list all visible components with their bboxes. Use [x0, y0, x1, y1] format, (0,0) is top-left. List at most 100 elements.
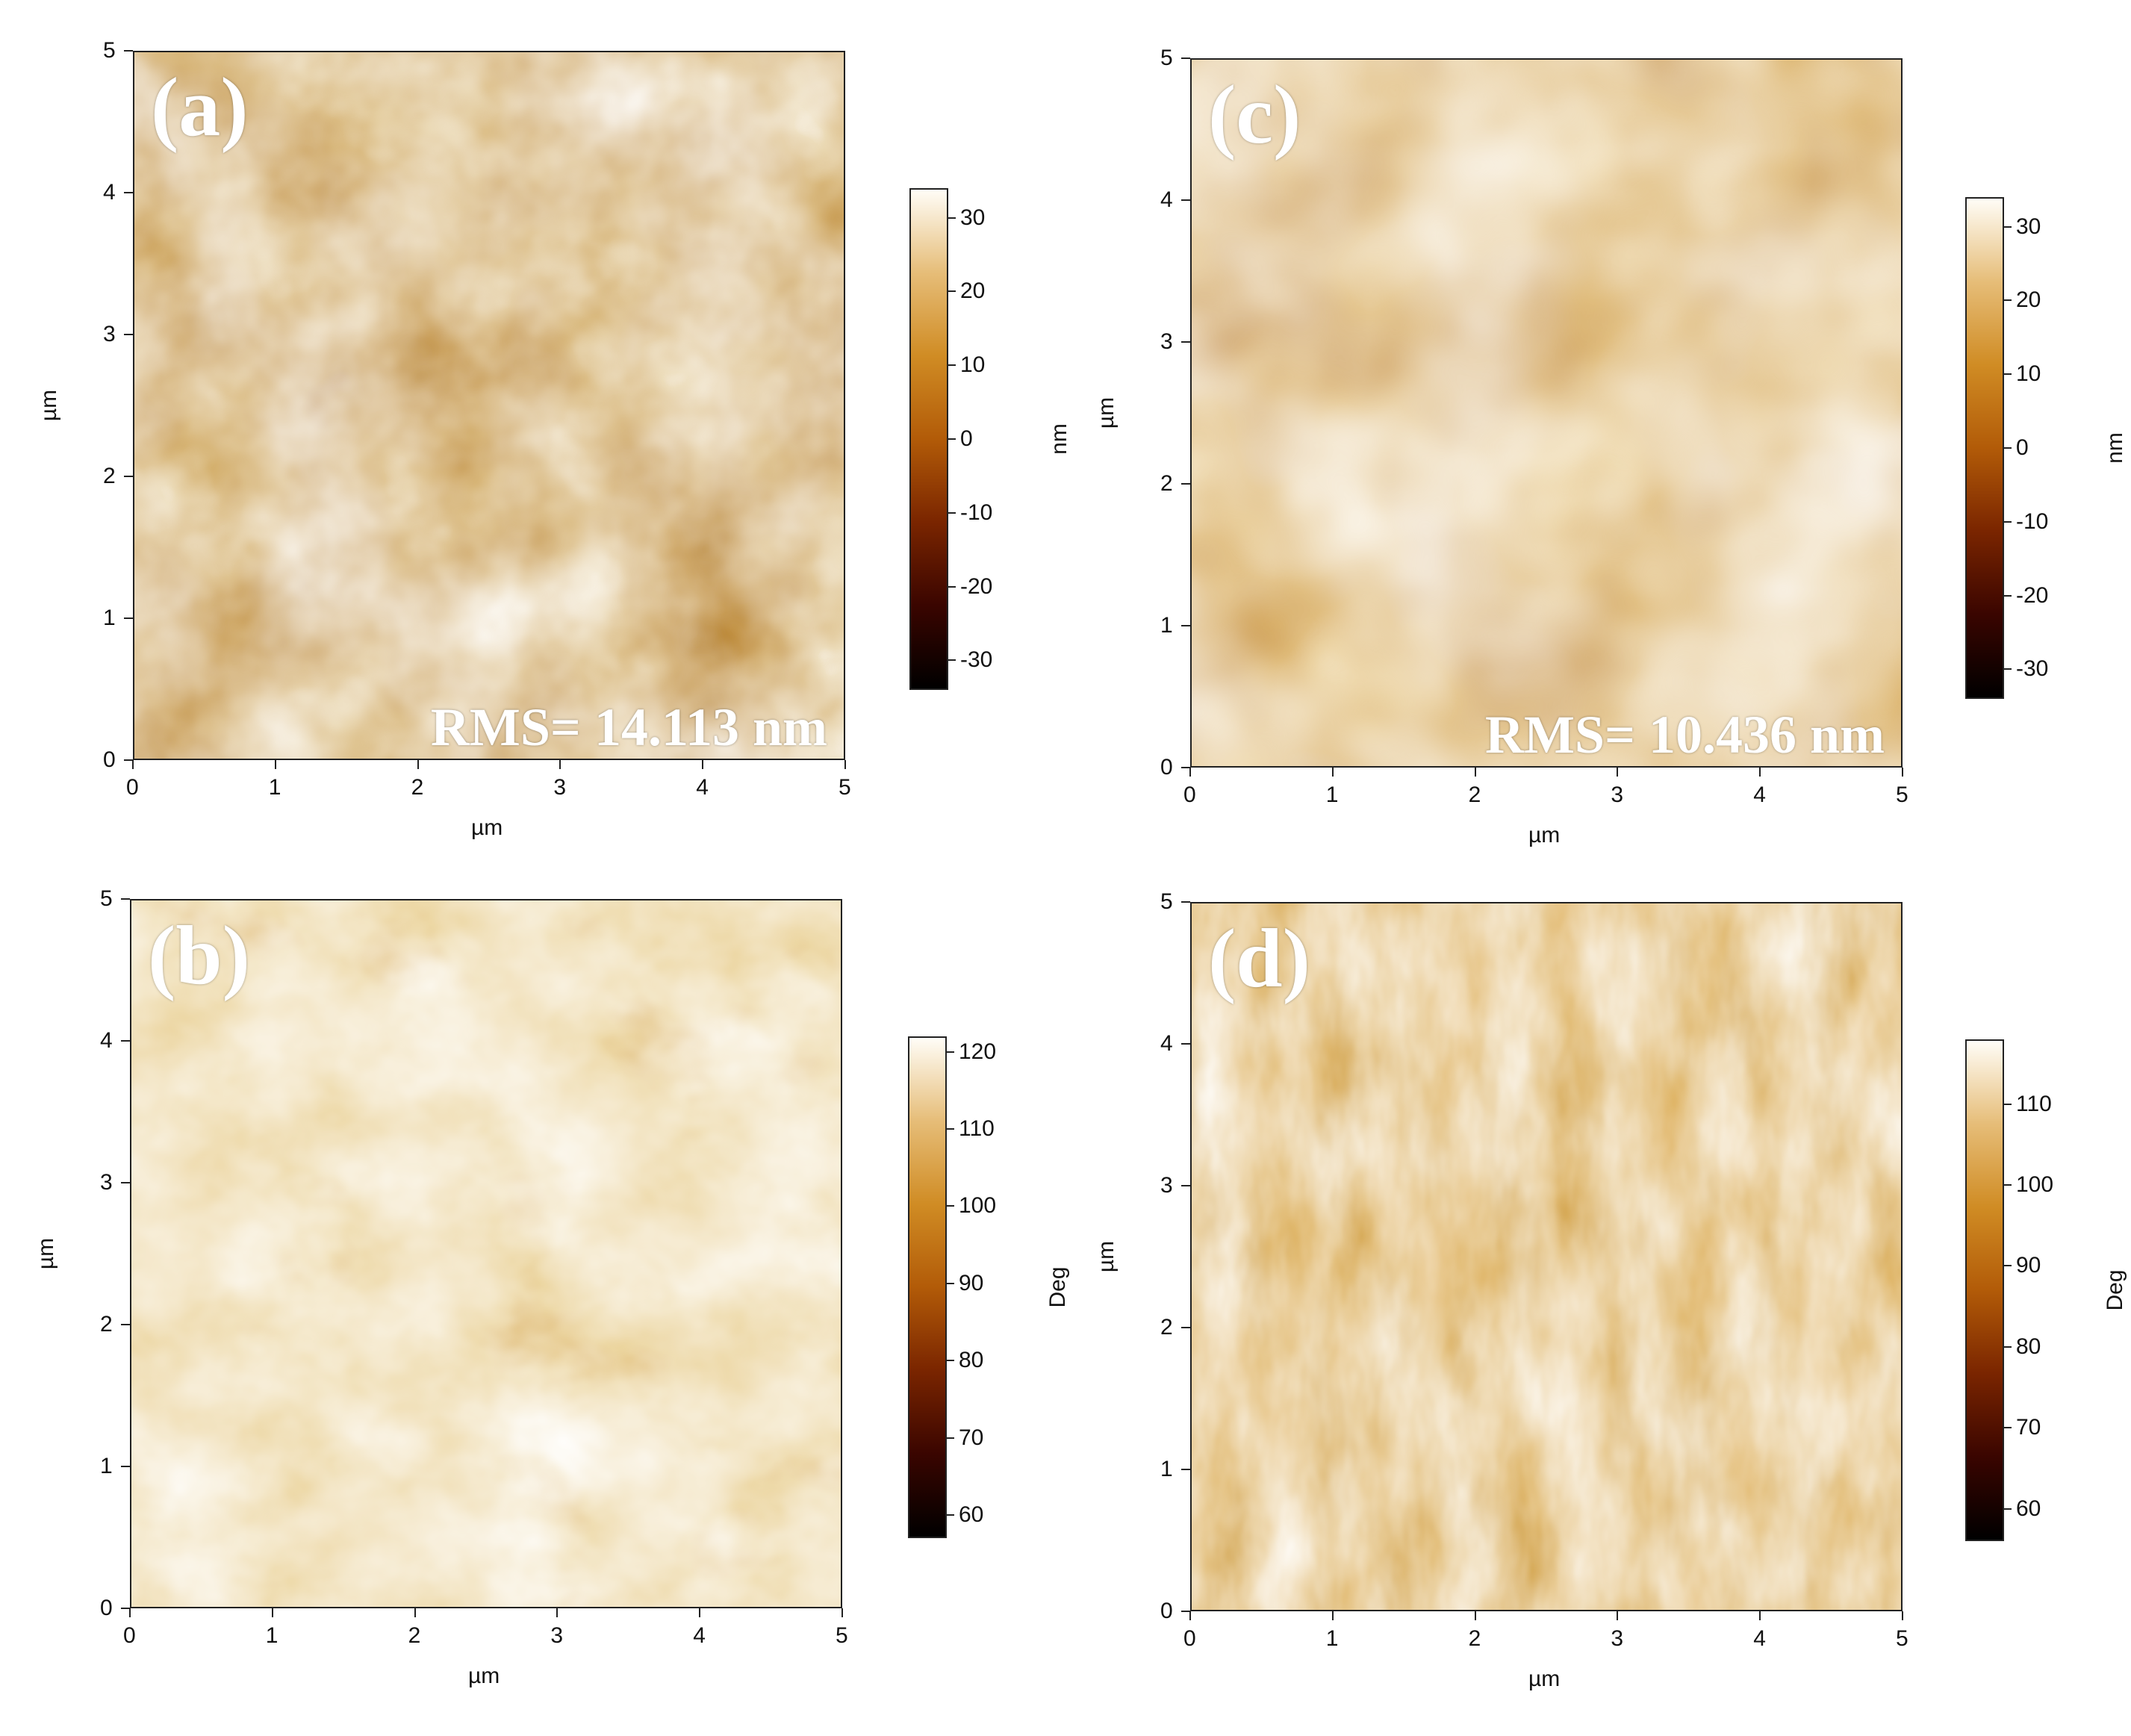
y-tick-a-2: [124, 476, 133, 477]
x-tick-c-3: [1617, 768, 1619, 777]
y-tick-a-5: [124, 50, 133, 52]
y-tick-label-a-2: 2: [103, 464, 116, 488]
cb-tick-label-c-6: -30: [2016, 656, 2049, 682]
cb-tick-d-0: [2004, 1103, 2012, 1105]
cb-tick-c-0: [2004, 225, 2012, 228]
cb-tick-c-6: [2004, 668, 2012, 671]
height-map-c: [1192, 60, 1901, 766]
x-tick-label-c-1: 1: [1325, 783, 1339, 807]
cb-tick-label-d-5: 60: [2016, 1496, 2041, 1521]
afm-image-b: (b): [130, 899, 842, 1608]
x-tick-label-c-2: 2: [1468, 783, 1481, 807]
cb-tick-b-4: [947, 1360, 954, 1362]
cb-tick-label-c-5: -20: [2016, 582, 2049, 608]
cb-tick-c-4: [2004, 520, 2012, 523]
y-tick-b-5: [121, 898, 130, 900]
height-map-a: [134, 52, 844, 759]
x-tick-label-d-2: 2: [1468, 1626, 1481, 1651]
x-tick-b-2: [414, 1608, 416, 1617]
rms-label-a: RMS= 14.113 nm: [430, 697, 827, 757]
x-tick-label-a-0: 0: [126, 775, 139, 800]
y-tick-b-4: [121, 1040, 130, 1042]
cb-tick-label-d-2: 90: [2016, 1253, 2041, 1278]
cb-tick-label-c-2: 10: [2016, 361, 2041, 387]
x-tick-a-4: [702, 760, 704, 769]
cb-tick-label-c-4: -10: [2016, 508, 2049, 534]
x-tick-c-4: [1759, 768, 1761, 777]
x-tick-label-c-0: 0: [1183, 783, 1196, 807]
x-tick-c-1: [1331, 768, 1334, 777]
y-tick-label-a-0: 0: [103, 747, 116, 772]
y-tick-label-b-3: 3: [100, 1170, 113, 1195]
panel-label-b: (b): [148, 909, 250, 1002]
y-tick-c-2: [1181, 483, 1190, 485]
afm-image-a: (a) RMS= 14.113 nm: [133, 51, 845, 760]
cb-tick-b-5: [947, 1437, 954, 1439]
cb-tick-a-6: [948, 659, 956, 662]
x-tick-label-b-4: 4: [693, 1623, 706, 1648]
y-tick-b-1: [121, 1466, 130, 1467]
cb-tick-label-a-6: -30: [960, 647, 993, 673]
y-tick-label-d-5: 5: [1160, 889, 1173, 914]
x-tick-d-3: [1617, 1611, 1619, 1620]
x-axis-title-d: µm: [1528, 1667, 1561, 1691]
y-tick-b-2: [121, 1324, 130, 1325]
cb-tick-label-a-5: -20: [960, 573, 993, 599]
y-axis-title-b: µm: [34, 1237, 58, 1270]
rms-label-c: RMS= 10.436 nm: [1484, 705, 1885, 765]
y-tick-a-0: [124, 759, 133, 761]
y-tick-label-c-5: 5: [1160, 46, 1173, 70]
colorbar-a: [909, 188, 948, 690]
cb-tick-label-a-3: 0: [960, 426, 973, 451]
x-tick-label-d-5: 5: [1896, 1626, 1908, 1651]
y-tick-label-b-5: 5: [100, 886, 113, 911]
cb-tick-label-c-3: 0: [2016, 435, 2029, 460]
x-tick-label-a-2: 2: [411, 775, 424, 800]
y-tick-label-a-5: 5: [103, 38, 116, 63]
cb-tick-c-3: [2004, 447, 2012, 449]
y-tick-label-a-1: 1: [103, 606, 116, 630]
panel-label-a: (a): [151, 61, 249, 154]
y-tick-a-1: [124, 617, 133, 619]
y-tick-a-3: [124, 334, 133, 335]
y-tick-d-1: [1181, 1469, 1190, 1470]
y-tick-d-5: [1181, 901, 1190, 903]
x-tick-label-c-3: 3: [1611, 783, 1624, 807]
cb-tick-label-b-6: 60: [959, 1502, 984, 1527]
afm-image-d: (d): [1190, 902, 1903, 1611]
y-tick-label-b-2: 2: [100, 1312, 113, 1337]
cb-tick-label-c-1: 20: [2016, 287, 2041, 313]
cb-tick-label-a-0: 30: [960, 205, 986, 230]
x-tick-label-b-2: 2: [408, 1623, 421, 1648]
y-tick-label-b-0: 0: [100, 1596, 113, 1620]
colorbar-c: [1965, 197, 2004, 699]
cb-tick-label-b-5: 70: [959, 1425, 984, 1450]
panel-label-d: (d): [1208, 912, 1310, 1005]
x-tick-label-a-1: 1: [268, 775, 281, 800]
x-tick-label-a-5: 5: [839, 775, 851, 800]
x-tick-d-5: [1902, 1611, 1903, 1620]
x-tick-label-b-1: 1: [265, 1623, 279, 1648]
cb-tick-a-5: [948, 585, 956, 588]
cb-tick-label-d-1: 100: [2016, 1172, 2054, 1198]
phase-map-b: [131, 900, 841, 1607]
colorbar-title-d: Deg: [2103, 1269, 2127, 1311]
y-tick-d-2: [1181, 1327, 1190, 1328]
y-tick-d-3: [1181, 1185, 1190, 1186]
cb-tick-c-1: [2004, 299, 2012, 302]
x-tick-a-3: [559, 760, 561, 769]
x-tick-label-b-3: 3: [550, 1623, 564, 1648]
x-tick-b-4: [699, 1608, 701, 1617]
cb-tick-d-2: [2004, 1265, 2012, 1267]
cb-tick-label-a-1: 20: [960, 279, 986, 304]
y-tick-label-d-2: 2: [1160, 1315, 1173, 1340]
x-tick-c-5: [1902, 768, 1903, 777]
x-tick-d-2: [1474, 1611, 1476, 1620]
cb-tick-d-5: [2004, 1508, 2012, 1510]
x-tick-label-d-4: 4: [1753, 1626, 1766, 1651]
y-tick-label-c-2: 2: [1160, 471, 1173, 496]
cb-tick-c-5: [2004, 594, 2012, 597]
x-tick-label-c-4: 4: [1753, 783, 1766, 807]
cb-tick-b-3: [947, 1282, 954, 1284]
x-tick-label-d-3: 3: [1611, 1626, 1624, 1651]
